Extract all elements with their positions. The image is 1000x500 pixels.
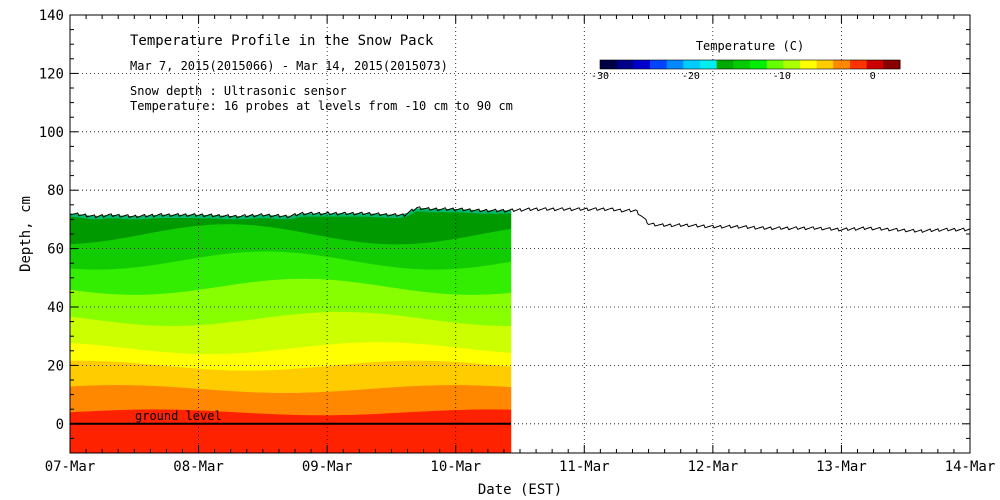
colorbar-swatch [633, 60, 651, 69]
surface-crust [70, 208, 511, 220]
y-tick-label: 140 [39, 8, 64, 24]
colorbar-tick-label: -20 [682, 71, 700, 82]
note-snow-depth: Snow depth : Ultrasonic sensor [130, 84, 347, 98]
x-tick-label: 13-Mar [816, 459, 867, 475]
x-tick-label: 14-Mar [945, 459, 996, 475]
y-tick-label: 20 [47, 358, 64, 374]
colorbar-swatch [666, 60, 684, 69]
colorbar-swatch [616, 60, 634, 69]
colorbar-swatch [650, 60, 668, 69]
colorbar-swatch [683, 60, 701, 69]
y-tick-label: 100 [39, 125, 64, 141]
colorbar-tick-label: 0 [870, 71, 876, 82]
y-tick-label: 0 [56, 417, 64, 433]
colorbar-swatch [766, 60, 784, 69]
snow-depth-layer [70, 206, 970, 233]
x-tick-label: 08-Mar [173, 459, 224, 475]
colorbar-swatch [866, 60, 884, 69]
chart-subtitle: Mar 7, 2015(2015066) - Mar 14, 2015(2015… [130, 59, 448, 73]
y-tick-label: 40 [47, 300, 64, 316]
colorbar-swatch [816, 60, 834, 69]
colorbar-swatch [700, 60, 718, 69]
y-axis-label: Depth, cm [18, 196, 34, 272]
y-tick-label: 80 [47, 183, 64, 199]
colorbar-swatch [883, 60, 901, 69]
colorbar-swatch [833, 60, 851, 69]
colorbar-swatch [750, 60, 768, 69]
axis-ticks: 0 20 40 60 80 100 120 140 07-Mar 08-Mar 09-Mar 10-M… [39, 8, 996, 475]
x-axis-label: Date (EST) [478, 482, 562, 498]
colorbar-tick-label: -10 [773, 71, 791, 82]
colorbar: Temperature (C) -30 -20 -10 0 [591, 39, 901, 82]
snow-depth-line [70, 206, 970, 233]
note-temperature: Temperature: 16 probes at levels from -1… [130, 99, 513, 113]
colorbar-swatch [783, 60, 801, 69]
colorbar-swatch [716, 60, 734, 69]
chart-title: Temperature Profile in the Snow Pack [130, 33, 434, 49]
colorbar-swatch [850, 60, 868, 69]
colorbar-swatch [600, 60, 618, 69]
colorbar-title: Temperature (C) [696, 39, 804, 53]
colorbar-tick-label: -30 [591, 71, 609, 82]
x-tick-label: 09-Mar [302, 459, 353, 475]
colorbar-swatch [800, 60, 818, 69]
colorbar-swatch [733, 60, 751, 69]
ground-level-layer: ground level [70, 409, 511, 425]
x-tick-label: 10-Mar [430, 459, 481, 475]
y-tick-label: 120 [39, 66, 64, 82]
x-tick-label: 07-Mar [45, 459, 96, 475]
x-tick-label: 11-Mar [559, 459, 610, 475]
x-tick-label: 12-Mar [688, 459, 739, 475]
ground-level-label: ground level [135, 409, 222, 423]
y-tick-label: 60 [47, 242, 64, 258]
